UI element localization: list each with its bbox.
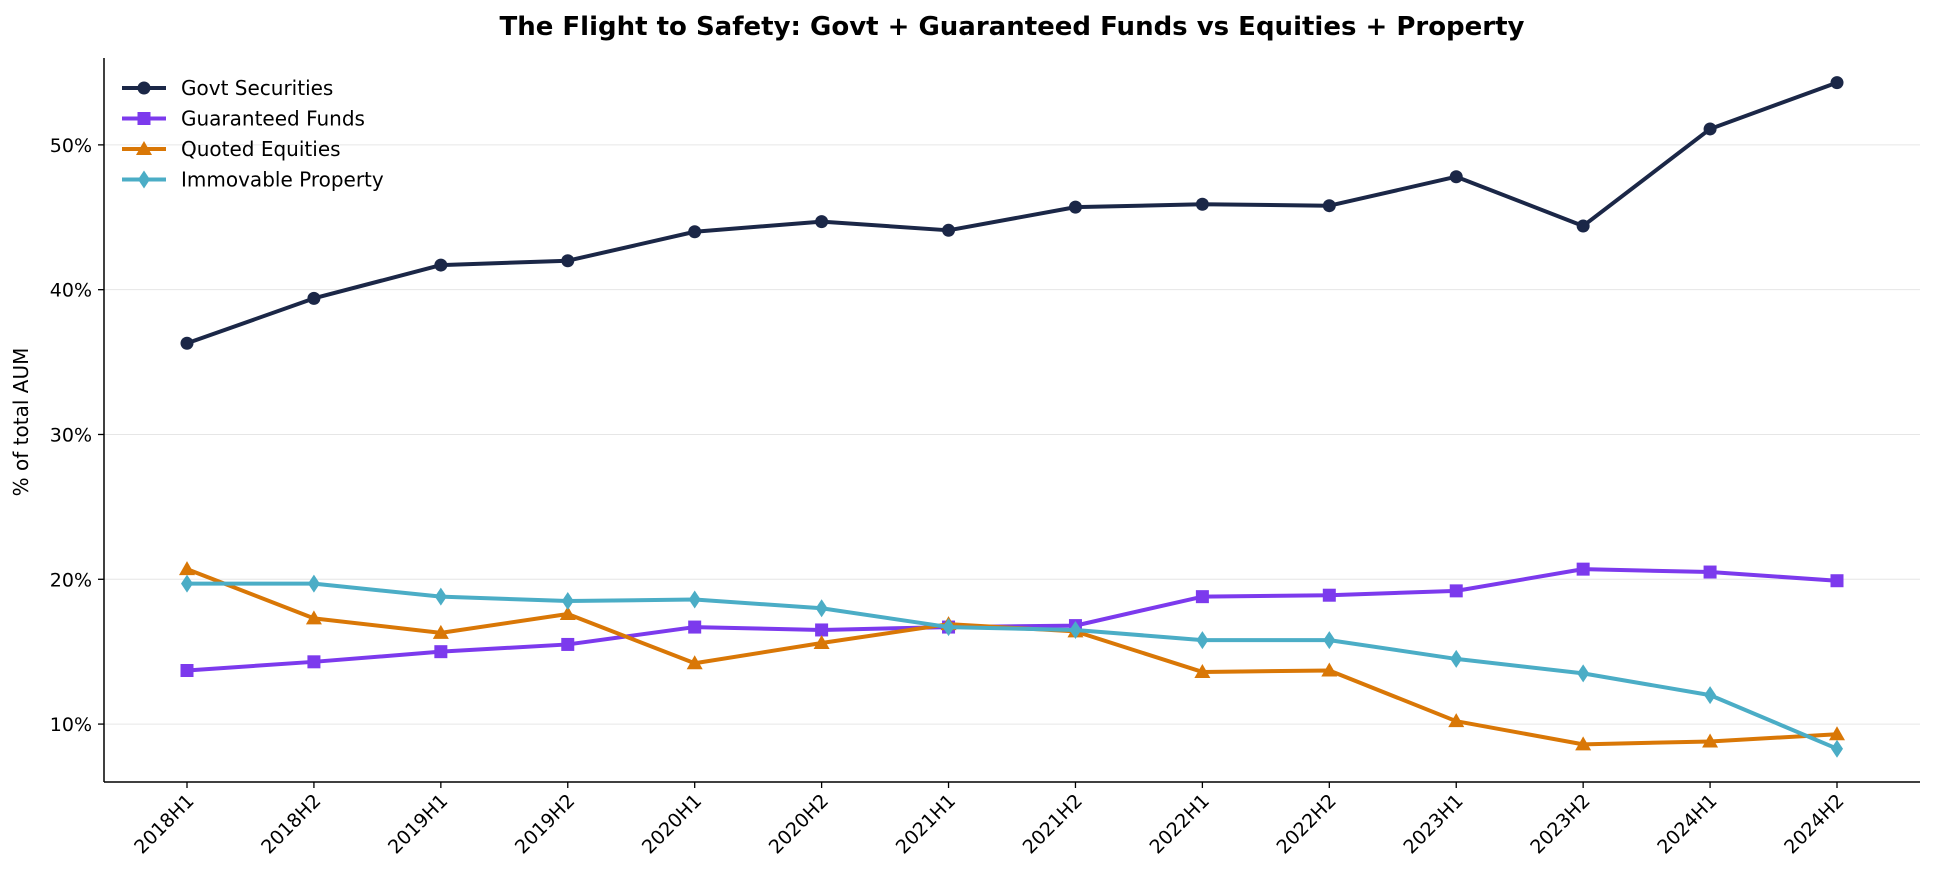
data-point-guaranteed-funds <box>561 637 575 651</box>
y-tick-label: 40% <box>50 280 92 302</box>
data-point-govt-securities <box>1322 199 1336 213</box>
data-point-quoted-equities <box>432 624 449 639</box>
data-point-govt-securities <box>1195 197 1209 211</box>
series-quoted-equities <box>179 561 1845 751</box>
data-point-quoted-equities <box>686 655 703 670</box>
x-tick-label: 2024H2 <box>1780 790 1848 858</box>
data-point-immovable-property <box>1450 649 1463 668</box>
series-group <box>179 76 1845 758</box>
data-point-govt-securities <box>434 258 448 272</box>
data-point-govt-securities <box>1830 76 1844 90</box>
x-tick-label: 2023H1 <box>1399 790 1467 858</box>
x-tick-label: 2019H2 <box>511 790 579 858</box>
data-point-govt-securities <box>307 291 321 305</box>
data-point-govt-securities <box>1068 200 1082 214</box>
data-point-guaranteed-funds <box>815 623 829 637</box>
y-axis-label: % of total AUM <box>9 348 33 497</box>
legend-item-quoted-equities: Quoted Equities <box>122 137 341 161</box>
data-point-immovable-property <box>434 587 447 606</box>
data-point-immovable-property <box>181 574 193 593</box>
data-point-immovable-property <box>1704 686 1717 705</box>
data-point-immovable-property <box>1831 739 1843 758</box>
legend-item-immovable-property: Immovable Property <box>122 168 384 192</box>
data-point-immovable-property <box>942 618 955 637</box>
series-govt-securities <box>180 76 1844 350</box>
legend-label: Quoted Equities <box>181 137 341 161</box>
series-guaranteed-funds <box>180 562 1844 678</box>
x-tick-label: 2020H2 <box>765 790 833 858</box>
y-tick-label: 30% <box>50 424 92 446</box>
series-line-govt-securities <box>185 80 1839 346</box>
legend-label: Guaranteed Funds <box>181 107 365 131</box>
data-point-immovable-property <box>1196 631 1209 650</box>
data-point-govt-securities <box>688 225 702 239</box>
data-point-quoted-equities <box>1448 713 1465 728</box>
data-point-quoted-equities <box>1575 736 1592 751</box>
data-point-guaranteed-funds <box>1576 562 1590 576</box>
legend: Govt Securities Guaranteed Funds Quoted Eq… <box>122 76 384 192</box>
chart-title: The Flight to Safety: Govt + Guaranteed … <box>499 12 1524 42</box>
data-point-guaranteed-funds <box>180 664 194 678</box>
data-point-immovable-property <box>1577 664 1590 683</box>
x-tick-label: 2022H1 <box>1146 790 1214 858</box>
legend-item-guaranteed-funds: Guaranteed Funds <box>122 107 365 131</box>
data-point-immovable-property <box>1323 631 1336 650</box>
data-point-quoted-equities <box>1829 726 1845 741</box>
x-tick-label: 2021H1 <box>892 790 960 858</box>
legend-item-govt-securities: Govt Securities <box>122 76 333 100</box>
data-point-govt-securities <box>942 223 956 237</box>
legend-swatch-marker <box>138 170 150 189</box>
data-point-quoted-equities <box>1194 663 1211 678</box>
legend-label: Immovable Property <box>181 168 384 192</box>
y-tick-label: 50% <box>50 135 92 157</box>
data-point-quoted-equities <box>559 606 576 621</box>
data-point-quoted-equities <box>813 634 830 649</box>
data-point-immovable-property <box>307 574 320 593</box>
data-point-govt-securities <box>180 336 194 350</box>
grid <box>104 144 1920 725</box>
legend-swatch-marker <box>137 81 151 95</box>
x-tick-label: 2022H2 <box>1272 790 1340 858</box>
x-tick-label: 2018H2 <box>257 790 325 858</box>
series-immovable-property <box>181 574 1843 758</box>
series-line-immovable-property <box>185 581 1839 751</box>
legend-label: Govt Securities <box>181 76 333 100</box>
y-tick-label: 10% <box>50 714 92 736</box>
data-point-quoted-equities <box>305 610 322 625</box>
data-point-govt-securities <box>1576 219 1590 233</box>
data-point-govt-securities <box>815 215 829 229</box>
x-tick-label: 2021H2 <box>1019 790 1087 858</box>
x-tick-label: 2024H1 <box>1653 790 1721 858</box>
data-point-guaranteed-funds <box>1703 565 1717 579</box>
data-point-govt-securities <box>1703 122 1717 136</box>
data-point-govt-securities <box>561 254 575 268</box>
x-tick-label: 2020H1 <box>638 790 706 858</box>
data-point-guaranteed-funds <box>1830 574 1844 588</box>
data-point-quoted-equities <box>1702 733 1719 748</box>
data-point-guaranteed-funds <box>1449 584 1463 598</box>
data-point-immovable-property <box>1069 620 1082 639</box>
data-point-govt-securities <box>1449 170 1463 184</box>
data-point-immovable-property <box>561 592 574 610</box>
data-point-guaranteed-funds <box>434 645 448 659</box>
data-point-guaranteed-funds <box>688 620 702 634</box>
y-tick-label: 20% <box>50 569 92 591</box>
x-tick-label: 2023H2 <box>1526 790 1594 858</box>
data-point-quoted-equities <box>179 561 195 576</box>
data-point-immovable-property <box>688 590 701 609</box>
data-point-quoted-equities <box>1321 662 1338 677</box>
data-point-immovable-property <box>815 599 828 618</box>
data-point-guaranteed-funds <box>1322 588 1336 602</box>
x-tick-label: 2019H1 <box>384 790 452 858</box>
data-point-guaranteed-funds <box>307 655 321 669</box>
legend-swatch-marker <box>137 112 151 125</box>
legend-swatch-marker <box>136 141 152 155</box>
data-point-guaranteed-funds <box>1195 590 1209 604</box>
x-tick-label: 2018H1 <box>130 790 198 858</box>
